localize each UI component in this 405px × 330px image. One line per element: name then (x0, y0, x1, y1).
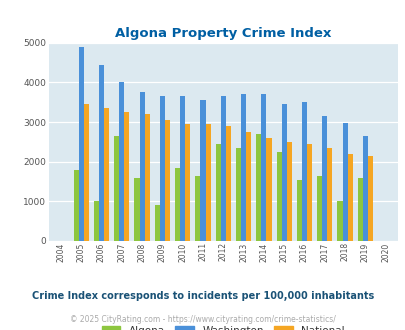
Bar (266, 138, 271, 241)
Bar (180, 96, 185, 241)
Bar (337, 201, 342, 241)
Bar (134, 178, 139, 241)
Bar (124, 112, 129, 241)
Bar (154, 205, 160, 241)
Bar (114, 136, 119, 241)
Bar (241, 94, 245, 241)
Bar (160, 96, 164, 241)
Bar (235, 148, 241, 241)
Text: Crime Index corresponds to incidents per 100,000 inhabitants: Crime Index corresponds to incidents per… (32, 291, 373, 301)
Bar (256, 134, 261, 241)
Bar (215, 144, 220, 241)
Bar (362, 136, 367, 241)
Bar (261, 94, 266, 241)
Bar (220, 96, 225, 241)
Text: © 2025 CityRating.com - https://www.cityrating.com/crime-statistics/: © 2025 CityRating.com - https://www.city… (70, 315, 335, 324)
Bar (281, 104, 286, 241)
Bar (347, 154, 352, 241)
Title: Algona Property Crime Index: Algona Property Crime Index (115, 27, 330, 40)
Bar (175, 168, 180, 241)
Bar (326, 148, 332, 241)
Bar (200, 100, 205, 241)
Bar (83, 104, 89, 241)
Bar (144, 114, 149, 241)
Bar (301, 102, 306, 241)
Bar (94, 201, 99, 241)
Bar (195, 176, 200, 241)
Bar (164, 120, 170, 241)
Bar (104, 108, 109, 241)
Bar (286, 142, 291, 241)
Bar (185, 124, 190, 241)
Bar (342, 123, 347, 241)
Bar (306, 144, 311, 241)
Bar (79, 47, 83, 241)
Legend: Algona, Washington, National: Algona, Washington, National (97, 321, 348, 330)
Bar (367, 156, 372, 241)
Bar (296, 180, 301, 241)
Bar (205, 124, 210, 241)
Bar (316, 176, 322, 241)
Bar (245, 132, 251, 241)
Bar (357, 178, 362, 241)
Bar (73, 170, 79, 241)
Bar (99, 65, 104, 241)
Bar (322, 116, 326, 241)
Bar (119, 82, 124, 241)
Bar (276, 152, 281, 241)
Bar (225, 126, 230, 241)
Bar (139, 92, 144, 241)
